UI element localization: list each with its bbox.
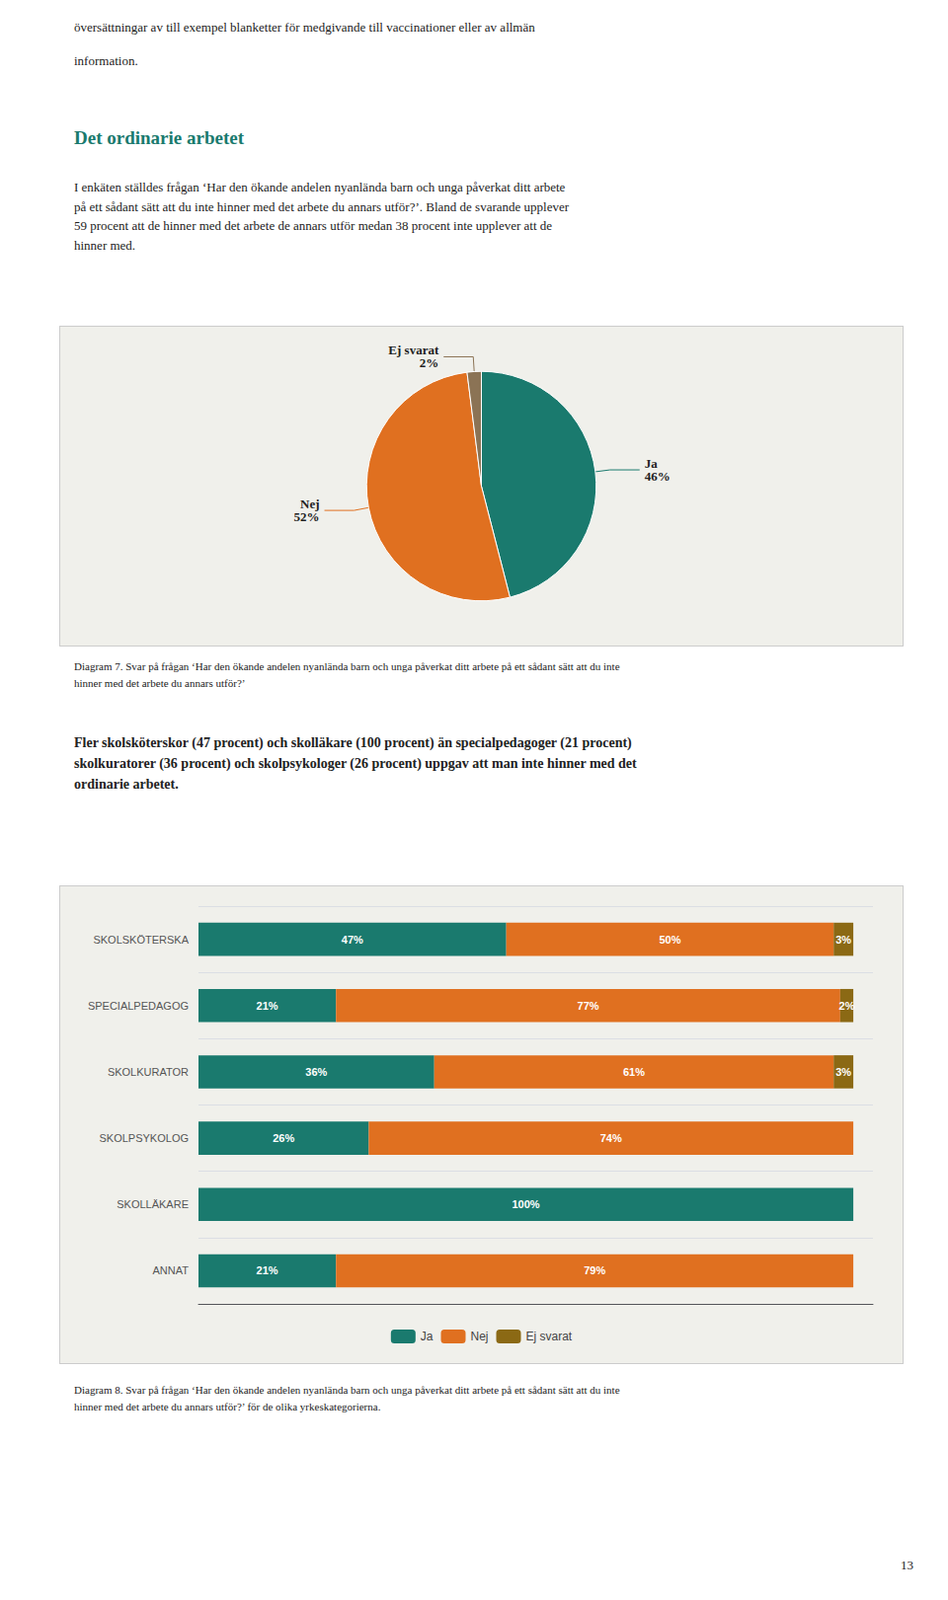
- html-text:13: 13: [900, 1558, 914, 1574]
- svg-text:46%: 46%: [644, 469, 671, 484]
- svg-text:47%: 47%: [341, 934, 364, 947]
- svg-text:100%: 100%: [511, 1198, 540, 1211]
- svg-text:2%: 2%: [419, 355, 440, 371]
- html-text:översättningar av till exempel: översättningar av till exempel blankette…: [74, 19, 535, 35]
- svg-text:74%: 74%: [600, 1132, 623, 1145]
- svg-text:21%: 21%: [256, 1000, 279, 1013]
- svg-text:50%: 50%: [658, 934, 681, 947]
- svg-text:SKOLPSYKOLOG: SKOLPSYKOLOG: [99, 1132, 189, 1145]
- svg-text:ANNAT: ANNAT: [153, 1264, 190, 1277]
- svg-text:SKOLKURATOR: SKOLKURATOR: [107, 1066, 189, 1079]
- svg-text:SPECIALPEDAGOG: SPECIALPEDAGOG: [87, 1000, 189, 1013]
- html-text:Diagram 8. Svar på frågan ‘Har: Diagram 8. Svar på frågan ‘Har den ökand…: [74, 1384, 620, 1413]
- html-text:Diagram 7. Svar på frågan ‘Har: Diagram 7. Svar på frågan ‘Har den ökand…: [74, 660, 620, 689]
- svg-text:26%: 26%: [272, 1132, 295, 1145]
- svg-text:36%: 36%: [305, 1066, 327, 1079]
- svg-text:3%: 3%: [835, 1066, 852, 1079]
- svg-text:SKOLSKÖTERSKA: SKOLSKÖTERSKA: [92, 934, 189, 947]
- svg-text:61%: 61%: [623, 1066, 645, 1079]
- svg-text:SKOLLÄKARE: SKOLLÄKARE: [116, 1198, 189, 1211]
- svg-text:Ej svarat: Ej svarat: [388, 343, 439, 358]
- svg-text:Ja: Ja: [420, 1330, 434, 1344]
- html-text:Det ordinarie arbetet: Det ordinarie arbetet: [74, 127, 244, 149]
- html-text:information.: information.: [74, 53, 138, 69]
- svg-text:Nej: Nej: [470, 1330, 488, 1344]
- svg-text:2%: 2%: [839, 1000, 856, 1013]
- svg-text:Nej: Nej: [300, 496, 320, 512]
- svg-text:79%: 79%: [583, 1264, 606, 1277]
- html-text:I enkäten ställdes frågan ‘Har: I enkäten ställdes frågan ‘Har den ökand…: [74, 179, 569, 253]
- svg-text:77%: 77%: [577, 1000, 600, 1013]
- svg-text:21%: 21%: [256, 1264, 279, 1277]
- svg-text:Ja: Ja: [644, 456, 658, 472]
- html-text:Fler skolsköterskor (47 procen: Fler skolsköterskor (47 procent) och sko…: [74, 735, 637, 792]
- svg-text:Ej svarat: Ej svarat: [525, 1330, 572, 1344]
- svg-text:52%: 52%: [294, 509, 320, 525]
- svg-text:3%: 3%: [835, 934, 852, 947]
